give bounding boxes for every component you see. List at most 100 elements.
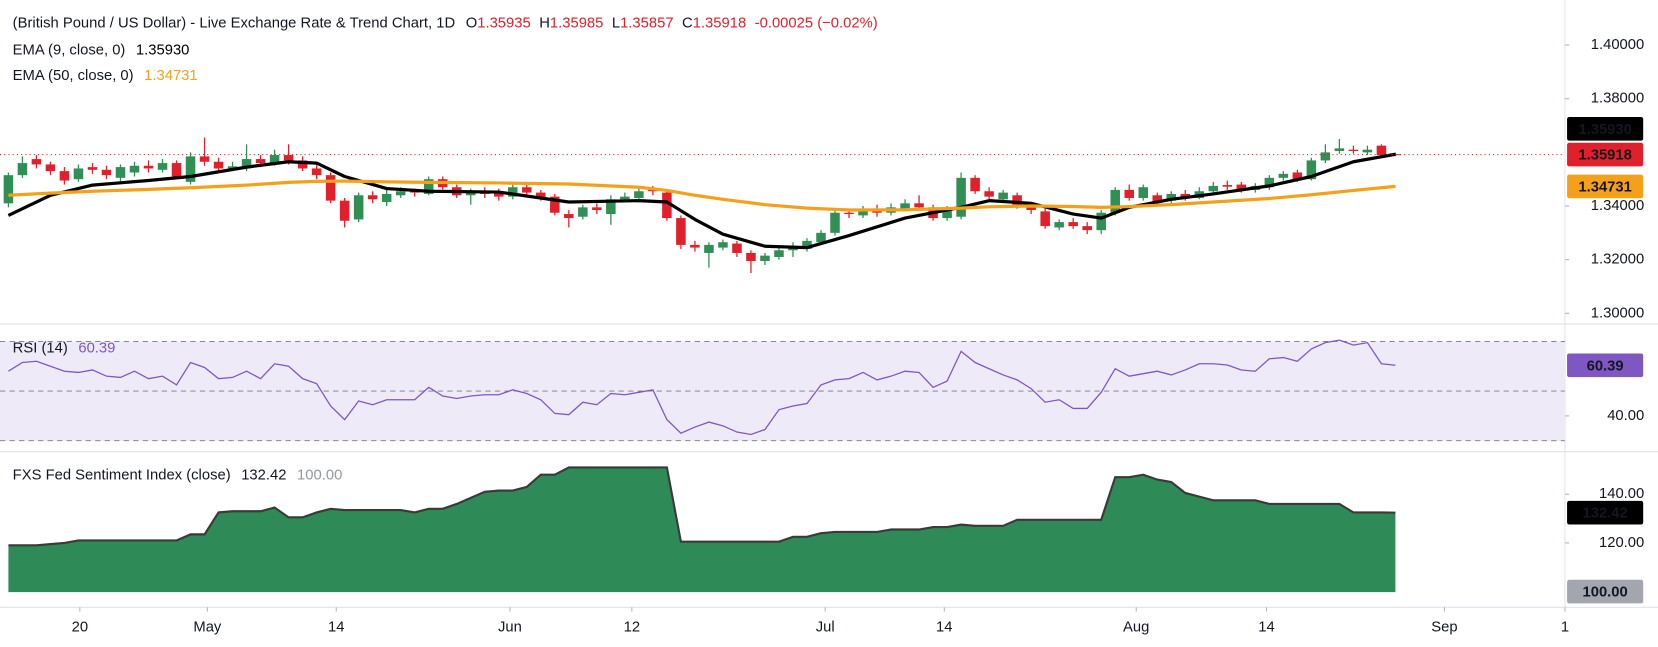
candle-body — [241, 159, 252, 169]
legend-value: 132.42 — [241, 467, 286, 483]
legend-name: RSI (14) — [13, 341, 68, 357]
candle-body — [536, 192, 546, 198]
candle-body — [367, 195, 378, 200]
x-tick-label: 14 — [328, 620, 344, 636]
x-tick-label: Jun — [498, 620, 522, 636]
value-box — [1567, 500, 1644, 525]
candle-body — [1208, 185, 1219, 192]
candle-body — [634, 191, 644, 198]
candle-body — [620, 196, 630, 200]
candle-body — [1292, 172, 1303, 180]
value-box-label: 1.34731 — [1578, 179, 1631, 195]
candle-body — [59, 171, 70, 181]
y-tick-label: 1.30000 — [1591, 305, 1644, 321]
candle-body — [297, 160, 308, 169]
stat-key: L — [612, 15, 620, 31]
candle-body — [465, 192, 476, 196]
rsi-line — [8, 339, 1396, 436]
candle-body — [1138, 187, 1148, 198]
candle-body — [199, 156, 210, 162]
candle-body — [1278, 173, 1289, 178]
candle-body — [1054, 222, 1064, 228]
candle-body — [1376, 145, 1387, 156]
value-box — [1567, 117, 1644, 141]
value-box — [1567, 142, 1644, 167]
candle-body — [718, 242, 728, 248]
x-tick-label: May — [193, 620, 221, 636]
value-box-label: 100.00 — [1583, 585, 1628, 601]
y-tick-label: 1.38000 — [1591, 91, 1644, 107]
y-tick-label: 1.32000 — [1591, 252, 1644, 268]
x-tick-label: 1 — [1561, 620, 1569, 636]
candle-body — [311, 168, 322, 176]
candle-body — [1082, 226, 1092, 231]
x-tick-label: Sep — [1431, 620, 1457, 636]
candle-body — [101, 169, 112, 176]
x-tick-label: 14 — [1258, 620, 1274, 636]
stat-key: C — [682, 15, 693, 31]
candle-body — [564, 214, 574, 219]
stat-value: 1.35935 — [477, 15, 530, 31]
chart-title: (British Pound / US Dollar) - Live Excha… — [13, 15, 456, 31]
candle-body — [157, 163, 168, 170]
candle-body — [508, 187, 518, 197]
candle-body — [171, 163, 182, 177]
candle-body — [956, 177, 966, 217]
candle-body — [760, 255, 770, 261]
y-tick-label: 40.00 — [1607, 408, 1644, 424]
stat-key: O — [466, 15, 478, 31]
stat-key: H — [539, 15, 550, 31]
value-box-label: 1.35930 — [1578, 122, 1631, 138]
x-tick-label: Jul — [816, 620, 835, 636]
candle-body — [1124, 189, 1134, 198]
candle-body — [746, 252, 756, 261]
x-tick-label: Aug — [1123, 620, 1149, 636]
legend-value: 1.35930 — [136, 42, 189, 58]
candle-body — [283, 155, 294, 161]
stat-change: -0.00025 (−0.02%) — [755, 15, 878, 31]
candle-body — [255, 159, 266, 164]
candle-body — [115, 167, 126, 178]
candle-body — [1166, 193, 1177, 201]
sentiment-area — [8, 467, 1396, 592]
candle-body — [830, 212, 840, 233]
ema-line — [8, 179, 1396, 212]
value-box — [1567, 353, 1644, 378]
stat-value: 1.35918 — [693, 15, 746, 31]
candle-body — [606, 199, 616, 215]
candle-body — [143, 165, 154, 169]
candle-body — [1068, 222, 1078, 227]
x-tick-label: 20 — [72, 620, 88, 636]
candle-body — [353, 195, 364, 220]
stat-value: 1.35985 — [550, 15, 603, 31]
candle-body — [1040, 211, 1050, 227]
candle-body — [704, 244, 714, 253]
value-box-label: 60.39 — [1587, 358, 1624, 374]
candle-body — [1110, 189, 1120, 213]
legend-entry: FXS Fed Sentiment Index (close) 132.42 100… — [13, 467, 343, 483]
legend-value: 60.39 — [78, 341, 115, 357]
candle-body — [550, 196, 560, 213]
candle-body — [1334, 148, 1345, 152]
legend-entry: EMA (9, close, 0) 1.35930 — [13, 42, 190, 58]
candle-body — [774, 250, 784, 257]
legend-value: 1.34731 — [144, 68, 197, 84]
candle-body — [1152, 195, 1163, 202]
candle-body — [227, 166, 238, 169]
candle-body — [87, 167, 98, 170]
candle-body — [269, 155, 280, 164]
candle-body — [185, 156, 196, 182]
candle-body — [578, 207, 588, 217]
legend-entry: EMA (50, close, 0) 1.34731 — [13, 68, 198, 84]
candle-body — [45, 164, 56, 172]
legend-name: EMA (9, close, 0) — [13, 42, 126, 58]
candle-body — [395, 191, 406, 196]
candle-body — [1236, 184, 1247, 190]
value-box — [1567, 579, 1644, 604]
candle-body — [1306, 160, 1317, 180]
candle-body — [73, 168, 84, 180]
candle-body — [592, 207, 602, 211]
sentiment-line — [8, 466, 1396, 547]
y-tick-label: 120.00 — [1599, 535, 1644, 551]
